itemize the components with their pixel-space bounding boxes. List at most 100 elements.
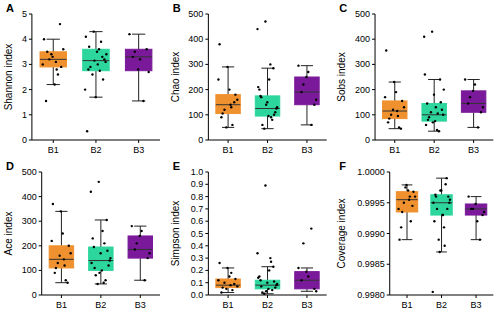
marks — [216, 184, 319, 295]
point — [439, 251, 441, 253]
point — [435, 106, 437, 108]
y-tick-label: 0.4 — [191, 241, 204, 251]
point — [66, 282, 68, 284]
point — [302, 83, 304, 85]
box — [255, 280, 279, 289]
point — [43, 38, 45, 40]
y-tick — [205, 89, 208, 90]
point — [236, 98, 238, 100]
panel: CSobs index0100200300400500B1B2B3 — [336, 2, 493, 155]
whisker-cap — [468, 79, 480, 80]
point — [103, 58, 105, 60]
whisker-low — [53, 67, 54, 85]
point — [464, 78, 466, 80]
x-tick — [228, 295, 229, 298]
point — [396, 110, 398, 112]
point — [95, 96, 97, 98]
point — [474, 203, 476, 205]
x-tick — [267, 295, 268, 298]
box — [216, 279, 240, 288]
point — [104, 279, 106, 281]
y-axis-label: Chao index — [170, 52, 181, 103]
y-tick — [372, 14, 375, 15]
marks — [216, 20, 319, 130]
point — [274, 111, 276, 113]
x-tick — [394, 140, 395, 143]
point — [435, 195, 437, 197]
point — [302, 242, 304, 244]
point — [136, 242, 138, 244]
point — [443, 245, 445, 247]
point — [439, 78, 441, 80]
x-tick-label: B2 — [90, 145, 101, 155]
y-tick — [205, 114, 208, 115]
point — [134, 51, 136, 53]
point — [439, 189, 441, 191]
point — [228, 88, 230, 90]
point — [93, 246, 95, 248]
point — [217, 279, 219, 281]
y-tick-label: 0.7 — [191, 204, 204, 214]
x-tick — [476, 295, 477, 298]
whisker-high — [228, 67, 229, 95]
whisker-low — [140, 258, 141, 280]
whisker-cap — [134, 280, 146, 281]
whisker-cap — [261, 266, 273, 267]
y-tick-label: 0.2 — [191, 265, 204, 275]
point — [132, 56, 134, 58]
x-tick-label: B3 — [135, 300, 146, 310]
panel-title: C — [339, 2, 347, 14]
point — [54, 272, 56, 274]
y-tick-label: 0.9985 — [357, 259, 385, 269]
y-tick — [205, 295, 208, 296]
point — [234, 93, 236, 95]
point — [87, 68, 89, 70]
whisker-cap — [471, 239, 482, 240]
point — [256, 252, 258, 254]
y-tick — [29, 140, 32, 141]
point — [310, 124, 312, 126]
y-tick — [372, 39, 375, 40]
whisker-cap — [222, 292, 234, 293]
y-tick — [205, 221, 208, 222]
point — [220, 116, 222, 118]
point — [432, 202, 434, 204]
y-tick — [29, 89, 32, 90]
y-tick-label: 300 — [188, 59, 203, 69]
x-tick — [407, 295, 408, 298]
whisker-high — [267, 267, 268, 281]
x-tick-label: B1 — [389, 145, 400, 155]
y-tick-label: 0 — [32, 290, 37, 300]
point — [134, 248, 136, 250]
point — [84, 88, 86, 90]
y-axis-label: Sobs index — [336, 52, 347, 101]
point — [387, 121, 389, 123]
y-tick-label: 1 — [22, 110, 27, 120]
panel: AShannon index012345B1B2B3 — [3, 2, 160, 155]
point — [259, 279, 261, 281]
point — [264, 20, 266, 22]
point — [60, 210, 62, 212]
y-tick-label: 4 — [22, 34, 27, 44]
x-tick — [434, 140, 435, 143]
box — [89, 247, 113, 270]
whisker-cap — [402, 239, 413, 240]
y-tick-label: 0.9980 — [357, 290, 385, 300]
point — [267, 288, 269, 290]
point — [310, 227, 312, 229]
y-tick-label: 0.0 — [191, 290, 204, 300]
point — [315, 290, 317, 292]
median — [461, 103, 485, 104]
panel-title: E — [173, 160, 180, 172]
whisker-cap — [89, 31, 102, 32]
point — [300, 279, 302, 281]
y-tick — [205, 208, 208, 209]
point — [228, 275, 230, 277]
whisker-cap — [301, 291, 313, 292]
point — [305, 270, 307, 272]
median — [295, 280, 319, 281]
point — [401, 211, 403, 213]
point — [95, 274, 97, 276]
point — [438, 130, 440, 132]
point — [223, 282, 225, 284]
